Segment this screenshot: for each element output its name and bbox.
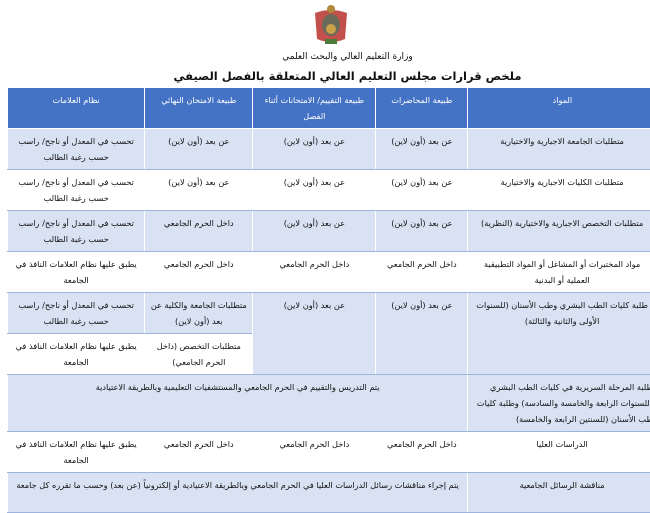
cell: عن بعد (أون لاين) — [253, 211, 376, 252]
table-header: المواد طبيعة المحاضرات طبيعة التقييم/ ال… — [8, 88, 650, 129]
cell: يطبق عليها نظام العلامات النافذ في الجام… — [8, 334, 145, 375]
table-row: طلبة المرحلة السريرية في كليات الطب البش… — [8, 375, 650, 432]
cell: تحسب في المعدل أو ناجح/ راسب حسب رغبة ال… — [8, 129, 145, 170]
cell: داخل الحرم الجامعي — [376, 432, 468, 473]
cell: عن بعد (أون لاين) — [376, 170, 468, 211]
cell: عن بعد (أون لاين) — [145, 170, 253, 211]
coat-of-arms-logo — [309, 3, 353, 47]
col-grading: نظام العلامات — [8, 88, 145, 129]
cell: طلبة المرحلة السريرية في كليات الطب البش… — [468, 375, 650, 432]
cell: تحسب في المعدل أو ناجح/ راسب حسب رغبة ال… — [8, 211, 145, 252]
cell: داخل الحرم الجامعي — [145, 211, 253, 252]
col-assessment: طبيعة التقييم/ الامتحانات أثناء الفصل — [253, 88, 376, 129]
col-final-exam: طبيعة الامتحان النهائي — [145, 88, 253, 129]
cell: داخل الحرم الجامعي — [376, 252, 468, 293]
cell: متطلبات الكليات الاجبارية والاختيارية — [468, 170, 650, 211]
cell: مناقشة الرسائل الجامعية — [468, 473, 650, 513]
cell: عن بعد (أون لاين) — [253, 129, 376, 170]
cell: داخل الحرم الجامعي — [253, 252, 376, 293]
cell: مواد المختبرات أو المشاغل أو المواد التط… — [468, 252, 650, 293]
table-row: طلبة كليات الطب البشري وطب الأسنان (للسن… — [8, 293, 650, 334]
cell: الدراسات العليا — [468, 432, 650, 473]
col-lectures: طبيعة المحاضرات — [376, 88, 468, 129]
cell: عن بعد (أون لاين) — [145, 129, 253, 170]
page-title: ملخص قرارات مجلس التعليم العالي المتعلقة… — [0, 69, 650, 83]
cell: عن بعد (أون لاين) — [253, 293, 376, 375]
table-row: الدراسات العليا داخل الحرم الجامعي داخل … — [8, 432, 650, 473]
cell: يتم إجراء مناقشات رسائل الدراسات العليا … — [8, 473, 468, 513]
ministry-name: وزارة التعليم العالي والبحث العلمي — [0, 52, 650, 62]
decisions-table: المواد طبيعة المحاضرات طبيعة التقييم/ ال… — [7, 88, 650, 513]
cell: عن بعد (أون لاين) — [376, 211, 468, 252]
cell: متطلبات الجامعة والكلية عن بعد (أون لاين… — [145, 293, 253, 334]
table-row: متطلبات الكليات الاجبارية والاختيارية عن… — [8, 170, 650, 211]
col-subjects: المواد — [468, 88, 650, 129]
cell: يطبق عليها نظام العلامات النافذ في الجام… — [8, 252, 145, 293]
cell: متطلبات التخصص (داخل الحرم الجامعي) — [145, 334, 253, 375]
cell: عن بعد (أون لاين) — [376, 293, 468, 375]
cell: داخل الحرم الجامعي — [145, 432, 253, 473]
cell: يطبق عليها نظام العلامات النافذ في الجام… — [8, 432, 145, 473]
cell: يتم التدريس والتقييم في الحرم الجامعي وا… — [8, 375, 468, 432]
cell: تحسب في المعدل أو ناجح/ راسب حسب رغبة ال… — [8, 170, 145, 211]
table-row: متطلبات الجامعة الاجبارية والاختيارية عن… — [8, 129, 650, 170]
cell: متطلبات الجامعة الاجبارية والاختيارية — [468, 129, 650, 170]
cell: طلبة كليات الطب البشري وطب الأسنان (للسن… — [468, 293, 650, 375]
cell: داخل الحرم الجامعي — [145, 252, 253, 293]
cell: عن بعد (أون لاين) — [253, 170, 376, 211]
table-row: متطلبات التخصص الاجبارية والاختيارية (ال… — [8, 211, 650, 252]
cell: تحسب في المعدل أو ناجح/ راسب حسب رغبة ال… — [8, 293, 145, 334]
cell: متطلبات التخصص الاجبارية والاختيارية (ال… — [468, 211, 650, 252]
table-row: مواد المختبرات أو المشاغل أو المواد التط… — [8, 252, 650, 293]
table-row: مناقشة الرسائل الجامعية يتم إجراء مناقشا… — [8, 473, 650, 513]
cell: عن بعد (أون لاين) — [376, 129, 468, 170]
cell: داخل الحرم الجامعي — [253, 432, 376, 473]
